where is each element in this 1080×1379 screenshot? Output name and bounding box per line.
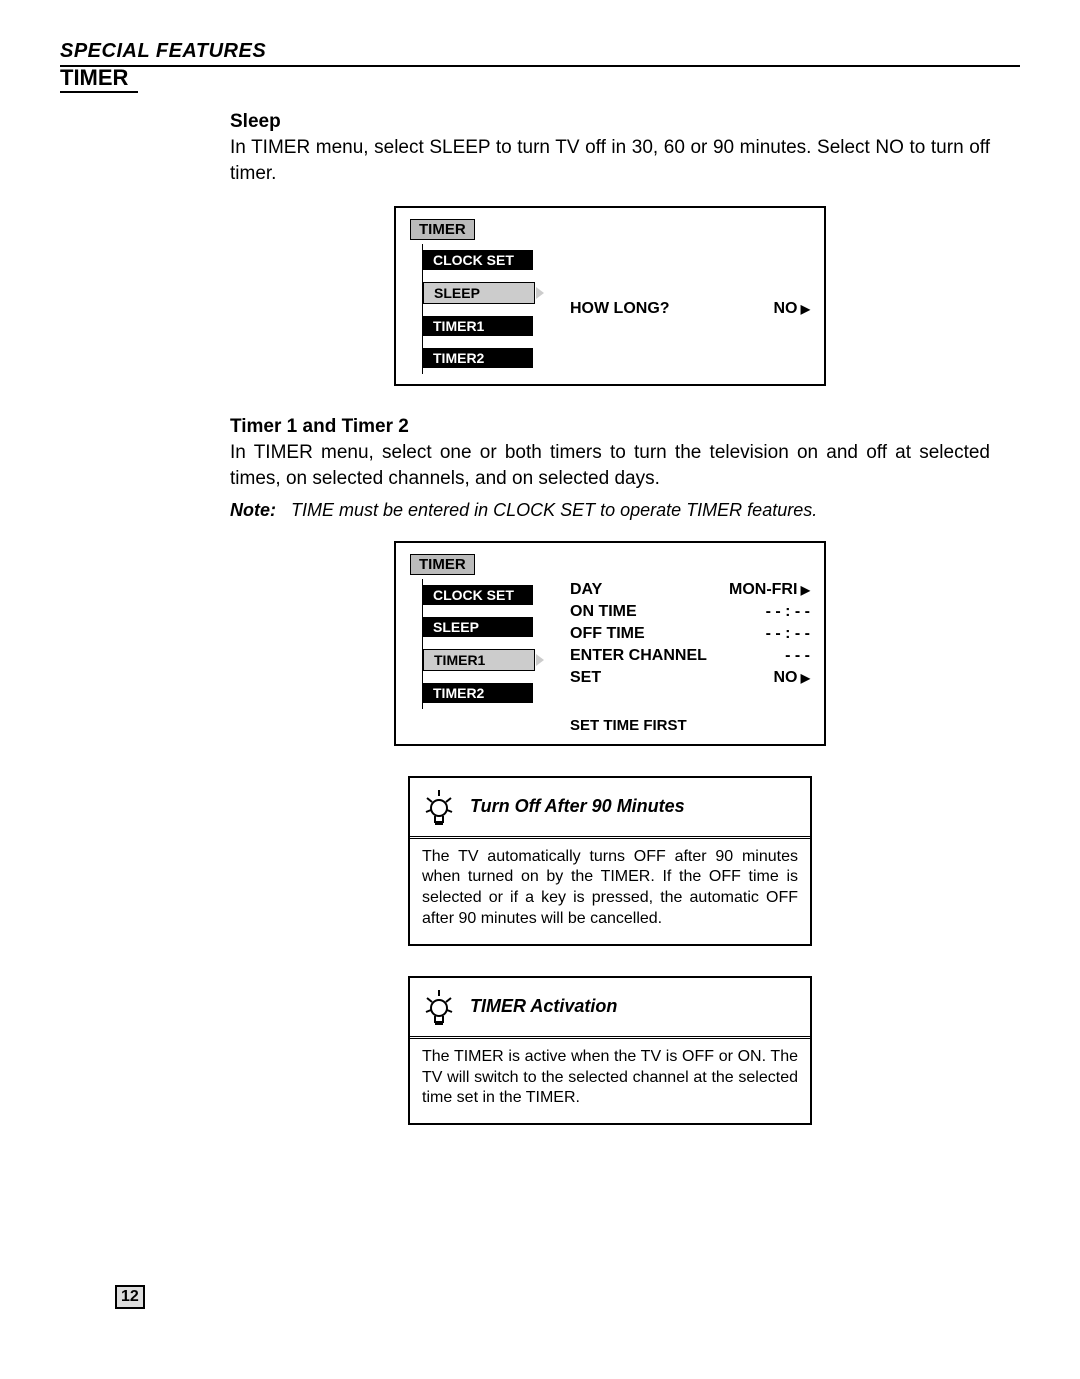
osd2-row-value: - - - bbox=[785, 647, 810, 665]
osd2-row: OFF TIME - - : - - bbox=[570, 623, 810, 645]
timer12-note: Note: TIME must be entered in CLOCK SET … bbox=[230, 500, 990, 521]
timer12-body: In TIMER menu, select one or both timers… bbox=[230, 440, 990, 491]
osd1-right-value: NO bbox=[773, 300, 810, 318]
header-special-features: SPECIAL FEATURES bbox=[60, 40, 1020, 67]
osd1-menu-item: SLEEP bbox=[423, 282, 535, 304]
section-title-timer: TIMER bbox=[60, 65, 138, 93]
tip-timer-activation: TIMER Activation The TIMER is active whe… bbox=[408, 976, 812, 1125]
osd2-row-label: DAY bbox=[570, 581, 602, 599]
tip1-body: The TV automatically turns OFF after 90 … bbox=[410, 839, 810, 944]
tip2-title: TIMER Activation bbox=[470, 996, 617, 1017]
osd1-menu-item: CLOCK SET bbox=[423, 250, 533, 270]
osd2-row-value: - - : - - bbox=[766, 625, 810, 643]
osd2-row: SET NO bbox=[570, 667, 810, 689]
sleep-heading: Sleep bbox=[230, 111, 990, 133]
timer12-heading: Timer 1 and Timer 2 bbox=[230, 416, 990, 438]
osd2-row-label: SET bbox=[570, 669, 601, 687]
osd2-menu-item: CLOCK SET bbox=[423, 585, 533, 605]
osd2-right-panel: DAY MON-FRI ON TIME - - : - - OFF TIME - - : … bbox=[550, 579, 810, 709]
osd1-right-label: HOW LONG? bbox=[570, 300, 670, 318]
page-number: 12 bbox=[115, 1285, 145, 1309]
note-body: TIME must be entered in CLOCK SET to ope… bbox=[291, 500, 817, 520]
osd2-row-value: - - : - - bbox=[766, 603, 810, 621]
osd2-row-label: ON TIME bbox=[570, 603, 637, 621]
osd2-row-label: OFF TIME bbox=[570, 625, 645, 643]
osd2-footer: SET TIME FIRST bbox=[410, 717, 810, 734]
osd1-menu-item: TIMER1 bbox=[423, 316, 533, 336]
osd2-menu-item: TIMER1 bbox=[423, 649, 535, 671]
note-label: Note: bbox=[230, 500, 276, 520]
osd1-menu-item: TIMER2 bbox=[423, 348, 533, 368]
osd2-row: ENTER CHANNEL - - - bbox=[570, 645, 810, 667]
lightbulb-icon bbox=[422, 986, 456, 1028]
osd-timer1-menu: TIMER CLOCK SET SLEEP TIMER1 TIMER2 DAY MON-… bbox=[394, 541, 826, 746]
osd2-row-label: ENTER CHANNEL bbox=[570, 647, 707, 665]
osd2-row-value: NO bbox=[773, 669, 810, 687]
osd2-tab: TIMER bbox=[410, 554, 475, 575]
osd2-row: ON TIME - - : - - bbox=[570, 601, 810, 623]
osd2-row: DAY MON-FRI bbox=[570, 579, 810, 601]
osd2-menu-item: SLEEP bbox=[423, 617, 533, 637]
osd2-row-value: MON-FRI bbox=[729, 581, 810, 599]
osd1-menu-stack: CLOCK SET SLEEP TIMER1 TIMER2 bbox=[422, 244, 550, 374]
tip-turn-off-90: Turn Off After 90 Minutes The TV automat… bbox=[408, 776, 812, 946]
sleep-body: In TIMER menu, select SLEEP to turn TV o… bbox=[230, 135, 990, 186]
tip2-body: The TIMER is active when the TV is OFF o… bbox=[410, 1039, 810, 1123]
osd2-menu-item: TIMER2 bbox=[423, 683, 533, 703]
osd1-tab: TIMER bbox=[410, 219, 475, 240]
tip1-title: Turn Off After 90 Minutes bbox=[470, 796, 685, 817]
lightbulb-icon bbox=[422, 786, 456, 828]
osd2-menu-stack: CLOCK SET SLEEP TIMER1 TIMER2 bbox=[422, 579, 550, 709]
osd-sleep-menu: TIMER CLOCK SET SLEEP TIMER1 TIMER2 HOW LON… bbox=[394, 206, 826, 386]
